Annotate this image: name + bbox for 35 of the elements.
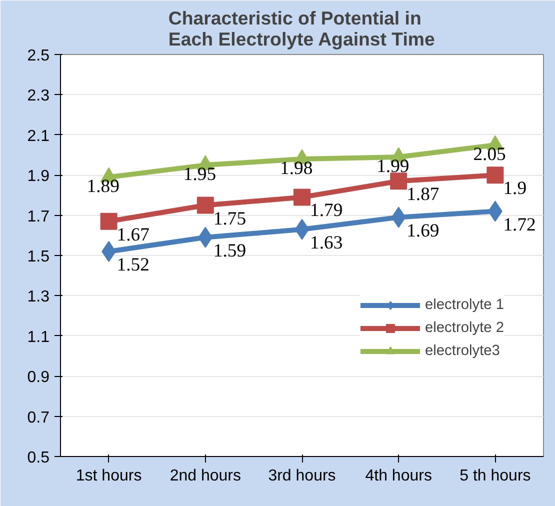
y-tick-label: 1.3	[27, 288, 50, 306]
data-label: 1.52	[116, 254, 150, 276]
y-tick-label: 1.7	[27, 208, 50, 226]
y-tick-label: 2.3	[27, 88, 50, 105]
y-tick-label: 1.1	[27, 328, 50, 346]
y-tick-label: 1.5	[27, 248, 50, 266]
legend-label: electrolyte 1	[425, 297, 504, 313]
data-label: 1.89	[86, 176, 120, 198]
data-label: 1.79	[310, 200, 343, 222]
x-tick-label: 2nd hours	[170, 468, 241, 484]
x-tick-label: 5 th hours	[460, 468, 531, 484]
x-tick-label: 1st hours	[76, 468, 142, 484]
y-tick-label: 1.9	[27, 168, 50, 186]
data-label: 1.95	[183, 164, 216, 186]
legend-label: electrolyte 2	[425, 320, 504, 336]
x-tick-label: 3rd hours	[268, 468, 336, 484]
data-label: 1.98	[280, 158, 313, 180]
y-tick-label: 0.7	[27, 409, 50, 426]
data-label: 1.63	[310, 232, 343, 254]
data-label: 1.69	[406, 220, 440, 242]
data-label: 1.9	[503, 178, 527, 200]
y-tick-label: 2.5	[27, 48, 50, 64]
chart-title: Characteristic of Potential in Each Electrolyte Against Time	[168, 8, 435, 50]
legend-label: electrolyte3	[425, 343, 500, 359]
data-label: 2.05	[473, 144, 506, 165]
data-label: 1.67	[116, 224, 150, 246]
data-label: 1.75	[213, 208, 246, 230]
data-label: 1.87	[406, 184, 440, 206]
data-label: 1.99	[376, 156, 410, 178]
y-tick-label: 2.1	[27, 128, 50, 145]
data-label: 1.59	[213, 240, 246, 262]
data-label: 1.72	[503, 214, 536, 236]
y-tick-label: 0.5	[27, 450, 50, 466]
x-tick-label: 4th hours	[365, 468, 432, 484]
y-tick-label: 0.9	[27, 369, 50, 386]
